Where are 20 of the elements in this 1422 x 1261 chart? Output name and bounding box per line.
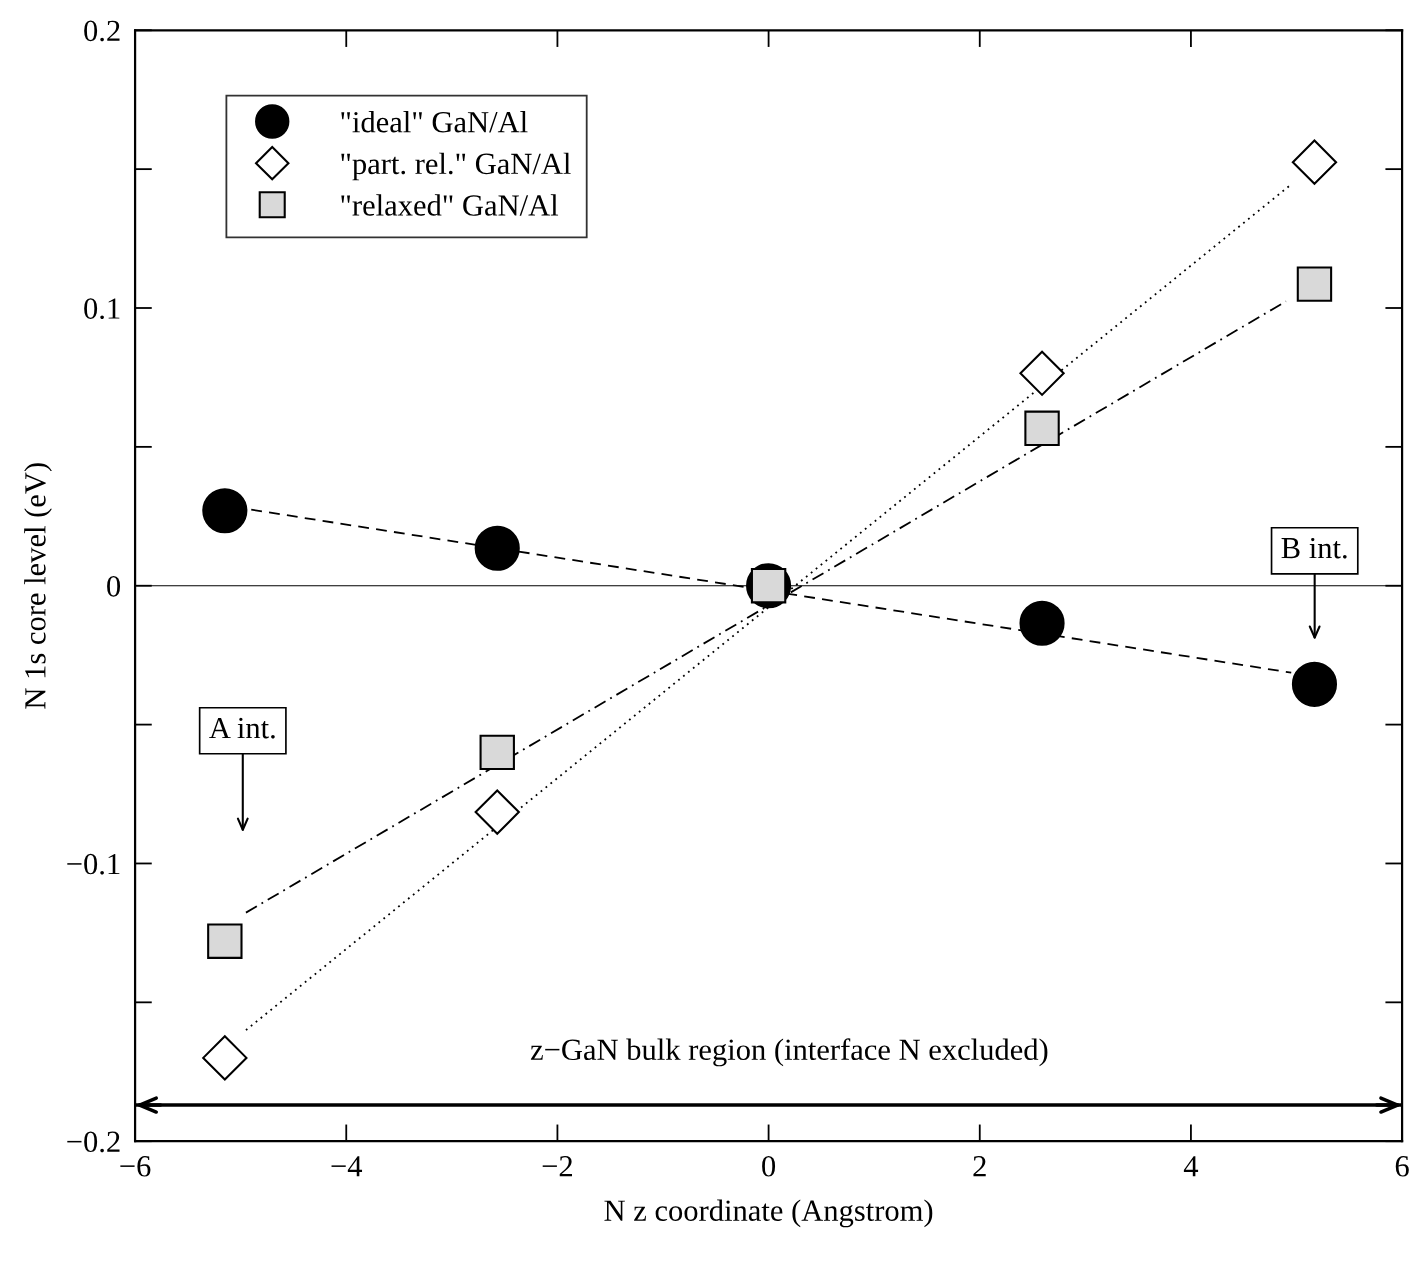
x-axis-title: N z coordinate (Angstrom) [604, 1199, 933, 1228]
x-tick-label: 0 [762, 1155, 776, 1177]
x-tick-label: −6 [120, 1156, 151, 1177]
x-tick-label: 4 [1183, 1156, 1199, 1177]
y-tick-label: 0 [107, 576, 121, 597]
x-tick-label: 6 [1395, 1156, 1409, 1177]
x-tick-label: −2 [542, 1156, 572, 1177]
x-tick-label: 2 [973, 1156, 986, 1177]
y-tick-label: −0.1 [67, 853, 120, 875]
y-tick-label: −0.2 [67, 1131, 120, 1153]
annotation: A int. [209, 717, 275, 739]
legend-label: "ideal" GaN/Al [341, 111, 528, 133]
y-tick-label: 0.2 [84, 20, 120, 42]
y-axis-title: N 1s core level (eV) [24, 463, 52, 709]
y-tick-label: 0.1 [84, 298, 120, 320]
x-tick-label: −4 [331, 1156, 363, 1177]
legend-label: "relaxed" GaN/Al [341, 194, 559, 216]
annotation: B int. [1281, 537, 1347, 559]
ref-line-label: z−GaN bulk region (interface N excluded) [530, 1038, 1048, 1067]
legend-label: "part. rel." GaN/Al [341, 152, 571, 181]
